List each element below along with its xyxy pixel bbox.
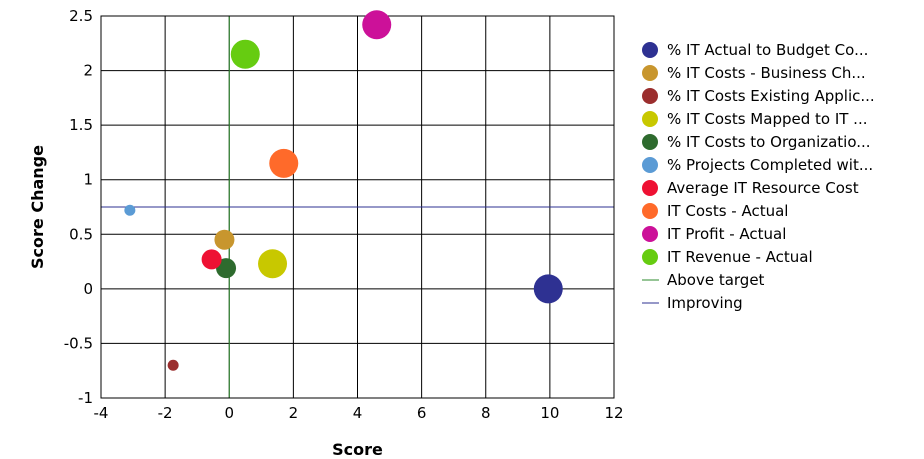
legend-marker	[642, 134, 658, 150]
legend-label: % Projects Completed wit...	[667, 156, 873, 174]
x-tick-label: -2	[158, 404, 173, 422]
y-tick-label: -0.5	[64, 334, 93, 352]
x-tick-label: 6	[417, 404, 427, 422]
legend-label: IT Profit - Actual	[667, 225, 786, 243]
reference-lines	[101, 16, 614, 398]
legend-label: IT Costs - Actual	[667, 202, 788, 220]
bubble-point[interactable]	[124, 204, 136, 216]
y-tick-label: 2.5	[69, 7, 93, 25]
legend-label: Improving	[667, 294, 743, 312]
x-axis-ticks: -4 -2 0 2 4 6 8 10 12	[94, 404, 624, 422]
legend: % IT Actual to Budget Co... % IT Costs - …	[642, 41, 875, 312]
y-tick-label: 0.5	[69, 225, 93, 243]
y-axis-ticks: -1 -0.5 0 0.5 1 1.5 2 2.5	[64, 7, 93, 407]
legend-label: % IT Costs - Business Ch...	[667, 64, 866, 82]
x-tick-label: 12	[604, 404, 623, 422]
x-axis-title: Score	[332, 440, 383, 459]
bubble-point[interactable]	[214, 229, 235, 250]
x-tick-label: 10	[540, 404, 559, 422]
y-tick-label: 2	[83, 62, 93, 80]
legend-label: % IT Costs Existing Applic...	[667, 87, 875, 105]
legend-label: % IT Costs Mapped to IT ...	[667, 110, 868, 128]
legend-marker	[642, 88, 658, 104]
y-tick-label: -1	[78, 389, 93, 407]
y-tick-label: 1	[83, 171, 93, 189]
y-tick-label: 1.5	[69, 116, 93, 134]
legend-marker	[642, 157, 658, 173]
x-tick-label: 0	[224, 404, 234, 422]
x-tick-label: -4	[94, 404, 109, 422]
bubble-point[interactable]	[216, 258, 237, 279]
legend-marker	[642, 65, 658, 81]
legend-label: IT Revenue - Actual	[667, 248, 813, 266]
legend-marker	[642, 42, 658, 58]
legend-label: Average IT Resource Cost	[667, 179, 859, 197]
y-axis-title: Score Change	[28, 145, 47, 269]
legend-marker	[642, 249, 658, 265]
legend-label: % IT Actual to Budget Co...	[667, 41, 868, 59]
legend-label: % IT Costs to Organizatio...	[667, 133, 871, 151]
bubble-point[interactable]	[167, 359, 179, 371]
data-points	[124, 10, 563, 371]
x-tick-label: 8	[481, 404, 491, 422]
bubble-point[interactable]	[269, 148, 299, 178]
bubble-point[interactable]	[230, 39, 260, 69]
y-tick-label: 0	[83, 280, 93, 298]
legend-marker	[642, 180, 658, 196]
legend-label: Above target	[667, 271, 765, 289]
legend-marker	[642, 203, 658, 219]
legend-marker	[642, 226, 658, 242]
x-tick-label: 4	[353, 404, 363, 422]
bubble-point[interactable]	[258, 249, 288, 279]
legend-marker	[642, 111, 658, 127]
bubble-point[interactable]	[533, 274, 563, 304]
bubble-point[interactable]	[362, 10, 392, 40]
plot-area	[100, 15, 615, 399]
x-tick-label: 2	[289, 404, 299, 422]
bubble-point[interactable]	[201, 249, 222, 270]
